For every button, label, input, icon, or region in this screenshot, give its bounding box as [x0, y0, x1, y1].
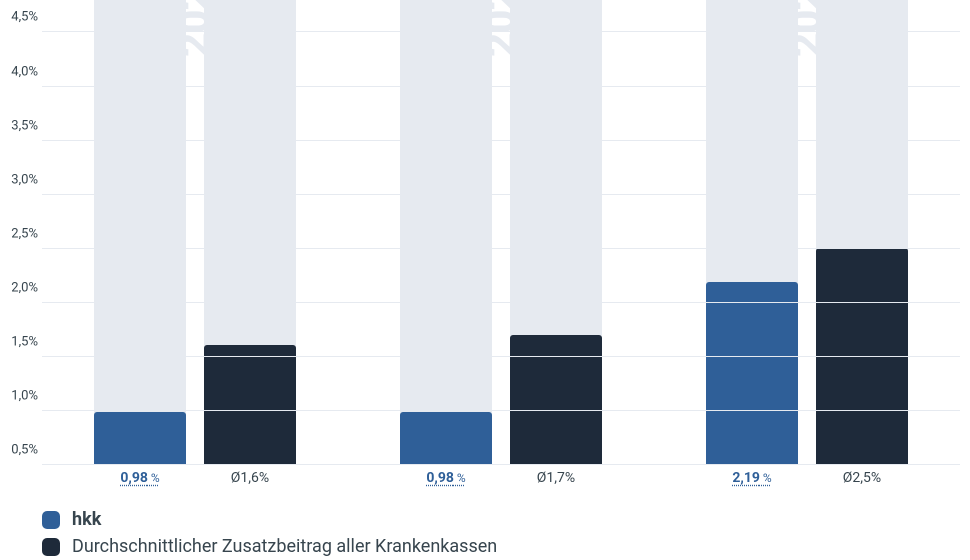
- y-axis-label: 4,0%: [0, 64, 38, 79]
- gridline: [42, 410, 960, 411]
- bar-value: [706, 282, 798, 464]
- gridline: [42, 248, 960, 249]
- bar-caption: Ø2,5%: [816, 470, 908, 486]
- bar-value: [94, 412, 186, 464]
- y-axis-label: 0,5%: [0, 443, 38, 458]
- y-axis-label: 3,5%: [0, 118, 38, 133]
- y-axis-label: 2,5%: [0, 226, 38, 241]
- bar-pair: 0,98 %Ø1,7%: [400, 0, 602, 465]
- gridline: [42, 86, 960, 87]
- gridline: [42, 356, 960, 357]
- y-axis-label: 2,0%: [0, 280, 38, 295]
- bar-caption: Ø1,6%: [204, 470, 296, 486]
- bar-background: [94, 0, 186, 464]
- legend-item-hkk: hkk: [42, 509, 970, 530]
- y-axis-label: 3,0%: [0, 172, 38, 187]
- bar-background: [400, 0, 492, 464]
- legend: hkk Durchschnittlicher Zusatzbeitrag all…: [0, 498, 970, 557]
- bar-group: 20230,98 %Ø1,6%: [42, 0, 348, 465]
- bar-hkk: 0,98 %: [400, 0, 492, 464]
- bar-avg: Ø1,6%: [204, 0, 296, 464]
- bar-caption: 2,19 %: [706, 470, 798, 486]
- gridline: [42, 140, 960, 141]
- bar-group: 20240,98 %Ø1,7%: [348, 0, 654, 465]
- bar-hkk: 0,98 %: [94, 0, 186, 464]
- bar-hkk: 2,19 %: [706, 0, 798, 464]
- legend-swatch-hkk: [42, 511, 60, 529]
- bar-groups: 20230,98 %Ø1,6%20240,98 %Ø1,7%20252,19 %…: [42, 0, 960, 465]
- bar-pair: 0,98 %Ø1,6%: [94, 0, 296, 465]
- bar-caption: 0,98 %: [94, 470, 186, 486]
- chart-container: 20230,98 %Ø1,6%20240,98 %Ø1,7%20252,19 %…: [0, 0, 970, 498]
- y-axis-label: 1,0%: [0, 388, 38, 403]
- y-axis-label: 4,5%: [0, 10, 38, 25]
- plot-area: 20230,98 %Ø1,6%20240,98 %Ø1,7%20252,19 %…: [42, 0, 960, 465]
- legend-label-hkk: hkk: [72, 509, 101, 530]
- gridline: [42, 31, 960, 32]
- y-axis-label: 1,5%: [0, 334, 38, 349]
- bar-pair: 2,19 %Ø2,5%: [706, 0, 908, 465]
- bar-value: [400, 412, 492, 464]
- bar-caption: Ø1,7%: [510, 470, 602, 486]
- gridline: [42, 464, 960, 465]
- bar-avg: Ø1,7%: [510, 0, 602, 464]
- bar-caption: 0,98 %: [400, 470, 492, 486]
- gridline: [42, 194, 960, 195]
- bar-avg: Ø2,5%: [816, 0, 908, 464]
- gridline: [42, 302, 960, 303]
- legend-item-avg: Durchschnittlicher Zusatzbeitrag aller K…: [42, 536, 970, 557]
- bar-value: [510, 335, 602, 464]
- legend-swatch-avg: [42, 538, 60, 556]
- bar-group: 20252,19 %Ø2,5%: [654, 0, 960, 465]
- bar-value: [204, 345, 296, 464]
- legend-label-avg: Durchschnittlicher Zusatzbeitrag aller K…: [72, 536, 497, 557]
